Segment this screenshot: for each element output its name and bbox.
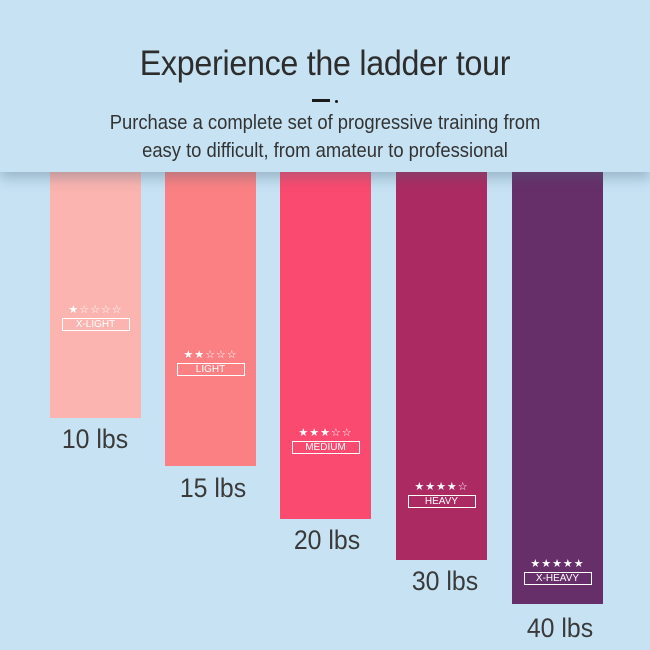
star-rating: ★★★★☆ [414, 480, 469, 493]
subtitle-line-1: Purchase a complete set of progressive t… [109, 112, 541, 134]
star-rating: ★★★☆☆ [298, 426, 353, 439]
subtitle-line-2: easy to difficult, from amateur to profe… [142, 140, 508, 162]
weight-label: 20 lbs [293, 525, 361, 555]
star-rating: ★★☆☆☆ [183, 348, 238, 361]
band-badge: ★☆☆☆☆ X-LIGHT [50, 304, 141, 331]
band-x-heavy: ★★★★★ X-HEAVY [512, 160, 603, 604]
level-label: X-LIGHT [61, 318, 130, 331]
star-rating: ★★★★★ [530, 557, 585, 570]
band-heavy: ★★★★☆ HEAVY [396, 160, 487, 560]
band-x-light: ★☆☆☆☆ X-LIGHT [50, 160, 141, 418]
weight-label: 30 lbs [411, 566, 479, 596]
band-badge: ★★☆☆☆ LIGHT [165, 349, 256, 376]
band-light: ★★☆☆☆ LIGHT [165, 160, 256, 466]
band-badge: ★★★☆☆ MEDIUM [280, 427, 371, 454]
level-label: HEAVY [407, 495, 476, 508]
title-divider [312, 99, 330, 102]
level-label: MEDIUM [291, 441, 360, 454]
weight-label: 15 lbs [179, 473, 247, 503]
band-badge: ★★★★☆ HEAVY [396, 481, 487, 508]
weight-label: 10 lbs [61, 424, 129, 454]
header: Experience the ladder tour Purchase a co… [0, 0, 650, 172]
level-label: LIGHT [176, 363, 245, 376]
band-badge: ★★★★★ X-HEAVY [512, 558, 603, 585]
star-rating: ★☆☆☆☆ [68, 303, 123, 316]
page-subtitle: Purchase a complete set of progressive t… [26, 109, 624, 165]
weight-label: 40 lbs [526, 613, 594, 643]
page-title: Experience the ladder tour [139, 44, 511, 83]
band-medium: ★★★☆☆ MEDIUM [280, 160, 371, 519]
level-label: X-HEAVY [523, 572, 592, 585]
title-divider-dot [335, 100, 338, 103]
